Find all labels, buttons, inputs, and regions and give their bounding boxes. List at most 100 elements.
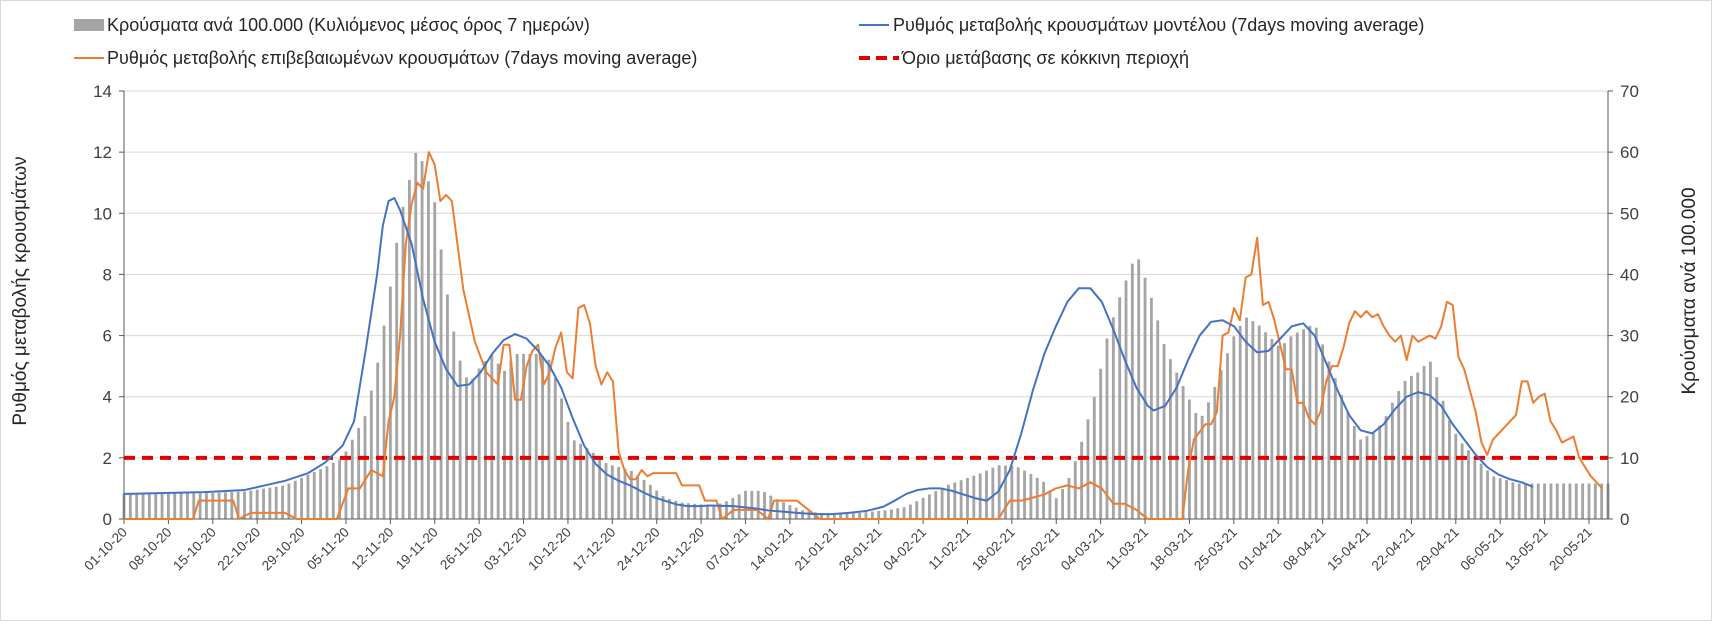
legend-item-threshold: Όριο μετάβασης σε κόκκινη περιοχή [859,48,1189,68]
x-tick-label: 05-11-20 [304,525,352,573]
bar [1581,483,1585,519]
bar [1092,396,1096,519]
bar [1061,489,1065,519]
bar [1156,320,1160,519]
left-tick-label: 4 [103,388,112,407]
bar [991,467,995,519]
bar [896,508,900,519]
bar [1124,280,1128,519]
x-tick-label: 18-03-21 [1147,525,1196,574]
bar [293,480,297,519]
bar [534,353,538,519]
bar [509,360,513,519]
bar [1080,441,1084,519]
bar [179,493,183,519]
legend-item-bars: Κρούσματα ανά 100.000 (Κυλιόμενος μέσος … [74,15,590,35]
bar [636,475,640,519]
bar [369,390,373,519]
right-tick-label: 10 [1620,449,1639,468]
bar [173,493,177,519]
right-tick-label: 70 [1620,82,1639,101]
bar [319,469,323,519]
bar [471,378,475,519]
bar [1549,483,1553,519]
legend-label-model: Ρυθμός μεταβολής κρουσμάτων μοντέλου (7d… [893,15,1424,35]
bar [1004,465,1007,519]
bar [224,492,227,519]
bar [927,494,931,519]
bar [1207,402,1210,519]
x-tick-label: 28-01-21 [836,525,885,574]
bar [376,362,380,519]
line-series [123,151,1608,520]
bar [775,499,779,519]
bar [217,492,221,519]
legend-item-confirmed: Ρυθμός μεταβολής επιβεβαιωμένων κρουσμάτ… [74,48,697,68]
bar [1048,490,1052,519]
x-tick-label: 06-05-21 [1457,525,1506,574]
bar [401,206,405,520]
x-tick-label: 24-12-20 [614,525,663,574]
bar [826,513,830,519]
bar [306,474,310,519]
bar [128,493,132,519]
bar [1302,329,1306,519]
legend-item-model: Ρυθμός μεταβολής κρουσμάτων μοντέλου (7d… [859,15,1424,35]
x-tick-label: 15-10-20 [170,525,219,574]
bar [490,354,494,519]
bar [699,504,703,519]
bar [325,466,329,519]
bar [712,504,716,519]
bar [1340,395,1344,519]
x-tick-label: 08-10-20 [126,525,175,574]
bar [1289,336,1293,519]
bar [763,492,766,519]
bar [1359,439,1363,519]
bar [851,513,855,519]
bar [553,377,557,519]
bar [1429,361,1432,519]
bar [782,502,785,519]
bar [1111,317,1115,519]
bar [1023,470,1026,519]
bar [985,470,988,519]
bar [255,489,259,519]
bar [446,294,449,519]
bar [680,502,684,519]
legend-label-threshold: Όριο μετάβασης σε κόκκινη περιοχή [901,48,1189,68]
bar [211,492,215,519]
bar [693,503,697,519]
bar [1378,425,1382,519]
bar [166,493,170,519]
x-tick-label: 20-05-21 [1546,525,1595,574]
bar [1422,365,1426,519]
bar [978,473,982,519]
bar [883,510,887,519]
bar [1498,478,1502,519]
bar [744,490,747,519]
x-tick-label: 18-02-21 [969,525,1018,574]
bar [1251,321,1255,519]
bar [661,496,665,519]
x-tick-label: 15-04-21 [1324,525,1373,574]
bar [243,491,246,519]
bar [1505,480,1508,519]
x-tick-label: 26-11-20 [437,525,485,573]
bar [579,443,583,519]
x-tick-label: 22-10-20 [214,525,263,574]
bar [141,493,145,519]
bar [344,451,348,519]
bar [230,492,234,519]
x-tick-label: 01-04-21 [1236,525,1285,574]
bar [388,286,392,519]
x-tick-label: 25-03-21 [1191,525,1240,574]
bar [1118,297,1122,519]
bar [1010,465,1014,519]
bar [706,504,709,519]
bar [908,504,912,519]
x-tick-label: 11-02-21 [925,525,973,573]
bar [1168,359,1172,519]
x-tick-label: 03-12-20 [481,525,530,574]
bar [192,493,196,519]
